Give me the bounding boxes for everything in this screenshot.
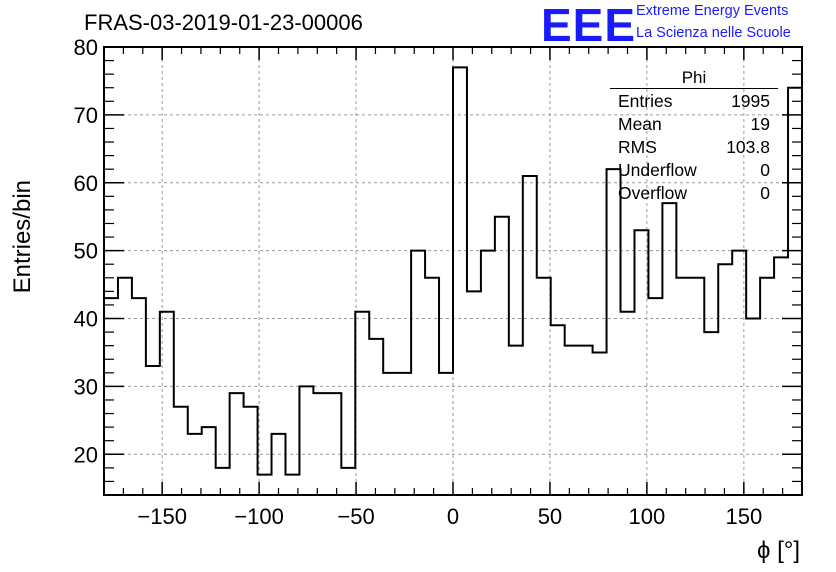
histogram-bin [551, 325, 565, 495]
histogram-bin [369, 339, 383, 495]
stats-value: 103.8 [726, 137, 770, 157]
histogram-bin [439, 373, 453, 495]
histogram-bin [160, 312, 174, 495]
histogram-bin [579, 346, 593, 495]
x-tick-label: 0 [447, 504, 459, 529]
histogram-bin [104, 298, 118, 495]
stats-value: 0 [760, 183, 770, 203]
histogram-bin [732, 251, 746, 495]
x-tick-label: −150 [137, 504, 187, 529]
histogram-bin [690, 278, 704, 495]
histogram-bin [272, 434, 286, 495]
y-tick-label: 70 [74, 103, 98, 128]
stats-value: 1995 [731, 91, 770, 111]
histogram-bin [146, 366, 160, 495]
histogram-bin [718, 264, 732, 495]
histogram-bin [788, 88, 802, 495]
histogram-bin [481, 251, 495, 495]
histogram-bin [676, 278, 690, 495]
histogram-bin [746, 319, 760, 495]
brand-line-1: Extreme Energy Events [636, 3, 789, 19]
tick-label-layer: −150 −100 −50 0 50 100 150 20 30 40 50 60 70 80 [74, 35, 763, 529]
stats-key: Underflow [618, 160, 697, 180]
brand-line-2: La Scienza nelle Scuole [636, 25, 791, 41]
histogram-bin [299, 386, 313, 495]
histogram-bin [188, 434, 202, 495]
x-tick-label: −100 [234, 504, 284, 529]
y-tick-label: 50 [74, 239, 98, 264]
histogram-bin [509, 346, 523, 495]
histogram-bin [425, 278, 439, 495]
histogram-bin [634, 230, 648, 495]
y-tick-label: 30 [74, 374, 98, 399]
histogram-bin [621, 312, 635, 495]
histogram-line [104, 66, 802, 476]
histogram-bin [258, 475, 272, 495]
y-axis-label: Entries/bin [9, 180, 36, 293]
stats-value: 19 [750, 114, 770, 134]
histogram-bin [662, 203, 676, 495]
histogram-bin [118, 278, 132, 495]
stats-key: Entries [618, 91, 673, 111]
histogram-bin [565, 346, 579, 495]
histogram-bin [202, 427, 216, 495]
histogram-bin [467, 291, 481, 495]
histogram-bin [383, 373, 397, 495]
plot-title: FRAS-03-2019-01-23-00006 [84, 10, 363, 35]
y-tick-label: 40 [74, 307, 98, 332]
x-tick-label: 50 [538, 504, 562, 529]
histogram-bin [453, 67, 467, 495]
x-tick-label: 150 [725, 504, 762, 529]
histogram-bin [760, 278, 774, 495]
stats-key: Overflow [618, 183, 688, 203]
histogram-bin [341, 468, 355, 495]
stats-row-underflow: Underflow 0 [610, 158, 778, 181]
histogram-bin [397, 373, 411, 495]
stats-key: RMS [618, 137, 657, 157]
y-tick-label: 80 [74, 35, 98, 60]
histogram-bin [327, 393, 341, 495]
stats-title: Phi [610, 68, 778, 89]
histogram-bin [648, 298, 662, 495]
histogram-bin [244, 407, 258, 495]
histogram-bin [523, 176, 537, 495]
y-tick-label: 60 [74, 171, 98, 196]
histogram-bin [593, 352, 607, 495]
stats-row-rms: RMS 103.8 [610, 135, 778, 158]
histogram-bin [607, 169, 621, 495]
stats-row-mean: Mean 19 [610, 112, 778, 135]
histogram-bin [704, 332, 718, 495]
eee-logo: EEE [541, 0, 637, 51]
stats-key: Mean [618, 114, 662, 134]
stats-row-overflow: Overflow 0 [610, 181, 778, 204]
x-tick-label: −50 [337, 504, 374, 529]
tick-layer [103, 46, 803, 495]
histogram-bin [537, 278, 551, 495]
x-tick-label: 100 [629, 504, 666, 529]
x-axis-label: ϕ [°] [757, 537, 800, 564]
histogram-bin [355, 312, 369, 495]
stats-value: 0 [760, 160, 770, 180]
stats-row-entries: Entries 1995 [610, 89, 778, 112]
histogram-bin [411, 251, 425, 495]
stats-box: Phi Entries 1995 Mean 19 RMS 103.8 Under… [610, 68, 778, 204]
histogram-bin [174, 407, 188, 495]
histogram-bin [216, 468, 230, 495]
histogram-bin [132, 298, 146, 495]
histogram-bin [230, 393, 244, 495]
histogram-bin [774, 257, 788, 495]
histogram-bin [285, 475, 299, 495]
histogram-bin [495, 217, 509, 495]
y-tick-label: 20 [74, 442, 98, 467]
histogram-bin [313, 393, 327, 495]
